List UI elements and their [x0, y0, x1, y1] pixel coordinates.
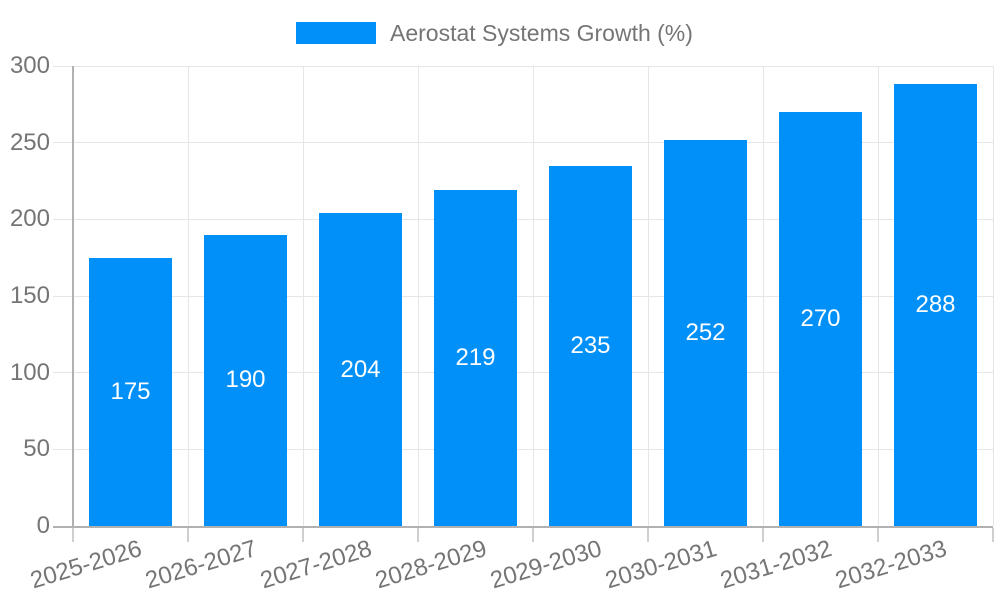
bar-value-label: 204: [340, 355, 381, 383]
v-gridline: [762, 66, 764, 526]
bar[interactable]: 288: [894, 84, 977, 526]
bar-value-label: 219: [455, 344, 496, 372]
bar-value-label: 235: [570, 331, 611, 359]
bar[interactable]: 190: [204, 234, 287, 526]
v-gridline: [992, 66, 994, 526]
y-axis-line: [72, 66, 74, 528]
x-tick: [417, 528, 419, 542]
bar[interactable]: 270: [779, 112, 862, 526]
bar[interactable]: 204: [319, 213, 402, 526]
bar[interactable]: 235: [549, 165, 632, 526]
bar[interactable]: 252: [664, 139, 747, 526]
bar[interactable]: 175: [89, 257, 172, 526]
v-gridline: [877, 66, 879, 526]
h-gridline: [53, 372, 993, 374]
h-gridline: [53, 218, 993, 220]
h-gridline: [53, 448, 993, 450]
bar-value-label: 252: [685, 318, 726, 346]
h-gridline: [53, 142, 993, 144]
v-gridline: [187, 66, 189, 526]
v-gridline: [417, 66, 419, 526]
x-tick: [877, 528, 879, 542]
y-axis-label: 200: [9, 205, 50, 233]
legend-item[interactable]: Aerostat Systems Growth (%): [296, 19, 693, 46]
x-tick: [647, 528, 649, 542]
v-gridline: [532, 66, 534, 526]
legend-label: Aerostat Systems Growth (%): [390, 19, 693, 46]
y-axis-label: 150: [9, 282, 50, 309]
x-tick: [72, 528, 74, 542]
y-axis-label: 50: [23, 435, 50, 463]
x-tick: [762, 528, 764, 542]
h-gridline: [53, 65, 993, 67]
v-gridline: [302, 66, 304, 526]
x-axis-line: [53, 526, 993, 528]
y-axis-label: 0: [36, 512, 50, 539]
bar-value-label: 190: [225, 366, 266, 394]
h-gridline: [53, 295, 993, 297]
v-gridline: [647, 66, 649, 526]
x-tick: [992, 528, 994, 542]
y-axis-label: 300: [9, 52, 50, 79]
x-tick: [532, 528, 534, 542]
bar[interactable]: 219: [434, 190, 517, 526]
x-tick: [187, 528, 189, 542]
x-tick: [302, 528, 304, 542]
bar-value-label: 288: [915, 291, 956, 319]
y-axis-label: 100: [9, 358, 50, 386]
bar-value-label: 270: [800, 305, 841, 332]
legend-swatch: [296, 22, 376, 44]
y-axis-label: 250: [9, 128, 50, 156]
bar-value-label: 175: [110, 377, 151, 405]
